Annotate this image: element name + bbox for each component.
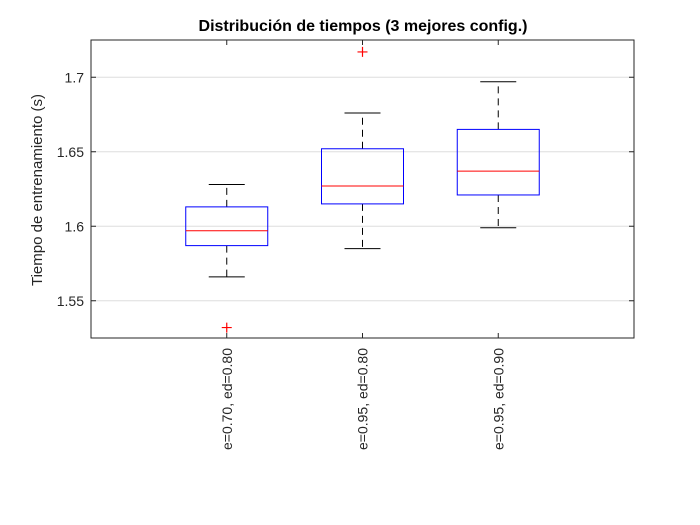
outlier-marker	[221, 322, 232, 333]
iqr-box	[321, 148, 404, 205]
chart-title: Distribución de tiempos (3 mejores confi…	[199, 18, 528, 35]
plot-area: 1.55 1.6 1.65 1.7 e=0.70, ed=0.80 e=0.95, ed=…	[57, 39, 635, 450]
y-tick-label: 1.6	[65, 218, 85, 234]
outlier-marker	[357, 46, 368, 57]
y-tick-label: 1.55	[57, 293, 84, 309]
x-tick-label: e=0.95, ed=0.80	[355, 348, 371, 450]
x-tick-label: e=0.70, ed=0.80	[219, 348, 235, 450]
x-tick-label: e=0.95, ed=0.90	[490, 348, 506, 450]
iqr-box	[456, 128, 540, 196]
y-axis-label: Tiempo de entrenamiento (s)	[29, 94, 46, 286]
iqr-box	[185, 206, 269, 247]
y-tick-label: 1.65	[57, 144, 84, 160]
y-tick-label: 1.7	[65, 69, 85, 85]
